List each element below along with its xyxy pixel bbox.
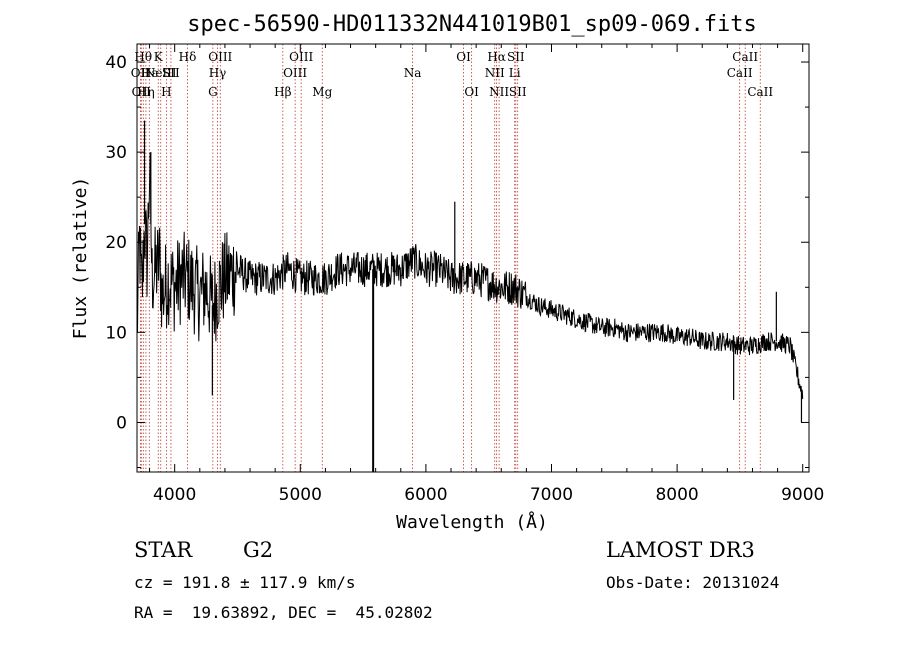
x-axis-label: Wavelength (Å): [396, 511, 548, 533]
x-tick-label-4: 8000: [655, 485, 698, 505]
marker-label-8: SII: [162, 66, 180, 80]
marker-label-0: OII: [131, 66, 151, 80]
line-markers: [139, 44, 761, 472]
survey-name: LAMOST DR3: [606, 538, 755, 562]
marker-label-27: CaII: [732, 50, 758, 64]
marker-label-20: NII: [485, 66, 505, 80]
y-axis-label: Flux (relative): [70, 177, 91, 340]
marker-label-10: G: [208, 85, 218, 99]
line-marker-labels: OIIOIIHθHηHεKNeIIIHSIIHδGHγOIIIHβOIIIOII…: [131, 50, 774, 99]
y-tick-label-1: 10: [105, 323, 127, 343]
marker-label-23: Li: [509, 66, 521, 80]
sky-coordinates: RA = 19.63892, DEC = 45.02802: [134, 603, 433, 622]
observation-date: Obs-Date: 20131024: [606, 573, 780, 592]
x-tick-label-2: 6000: [404, 485, 447, 505]
marker-label-12: OIII: [208, 50, 232, 64]
marker-label-15: OIII: [289, 50, 313, 64]
y-tick-label-3: 30: [105, 143, 127, 163]
marker-label-22: NII: [489, 85, 509, 99]
chart-title: spec-56590-HD011332N441019B01_sp09-069.f…: [187, 12, 757, 37]
marker-label-19: OI: [464, 85, 479, 99]
spectrum-spikes: [143, 120, 803, 472]
marker-label-28: CaII: [747, 85, 773, 99]
marker-label-24: SII: [507, 50, 525, 64]
marker-label-11: Hγ: [209, 66, 227, 80]
object-subclass: G2: [243, 538, 274, 562]
x-tick-label-1: 5000: [279, 485, 322, 505]
marker-label-16: Mg: [312, 85, 332, 99]
redshift-velocity: cz = 191.8 ± 117.9 km/s: [134, 573, 356, 592]
marker-label-13: Hβ: [274, 85, 291, 99]
spectrum-line: [136, 152, 804, 400]
marker-label-25: SII: [509, 85, 527, 99]
marker-label-2: Hθ: [134, 50, 152, 64]
y-tick-label-2: 20: [105, 233, 127, 253]
x-tick-label-0: 4000: [153, 485, 196, 505]
x-axis-ticks: 4000 5000 6000 7000 8000 9000: [149, 44, 824, 505]
marker-label-6: NeIII: [145, 66, 177, 80]
marker-label-21: Hα: [487, 50, 506, 64]
plot-frame: [136, 43, 810, 473]
marker-label-4: Hε: [141, 66, 158, 80]
x-tick-label-5: 9000: [781, 485, 824, 505]
y-tick-label-0: 0: [116, 413, 127, 433]
marker-label-5: K: [154, 50, 164, 64]
y-tick-label-4: 40: [105, 53, 127, 73]
y-axis-ticks: 0 10 20 30 40: [105, 53, 809, 468]
marker-label-18: OI: [456, 50, 471, 64]
marker-label-9: Hδ: [179, 50, 197, 64]
marker-label-7: H: [161, 85, 171, 99]
marker-label-14: OIII: [283, 66, 307, 80]
marker-label-3: Hη: [137, 85, 155, 99]
marker-label-26: CaII: [727, 66, 753, 80]
object-class: STAR: [134, 538, 193, 562]
marker-label-17: Na: [404, 66, 422, 80]
x-tick-label-3: 7000: [530, 485, 573, 505]
